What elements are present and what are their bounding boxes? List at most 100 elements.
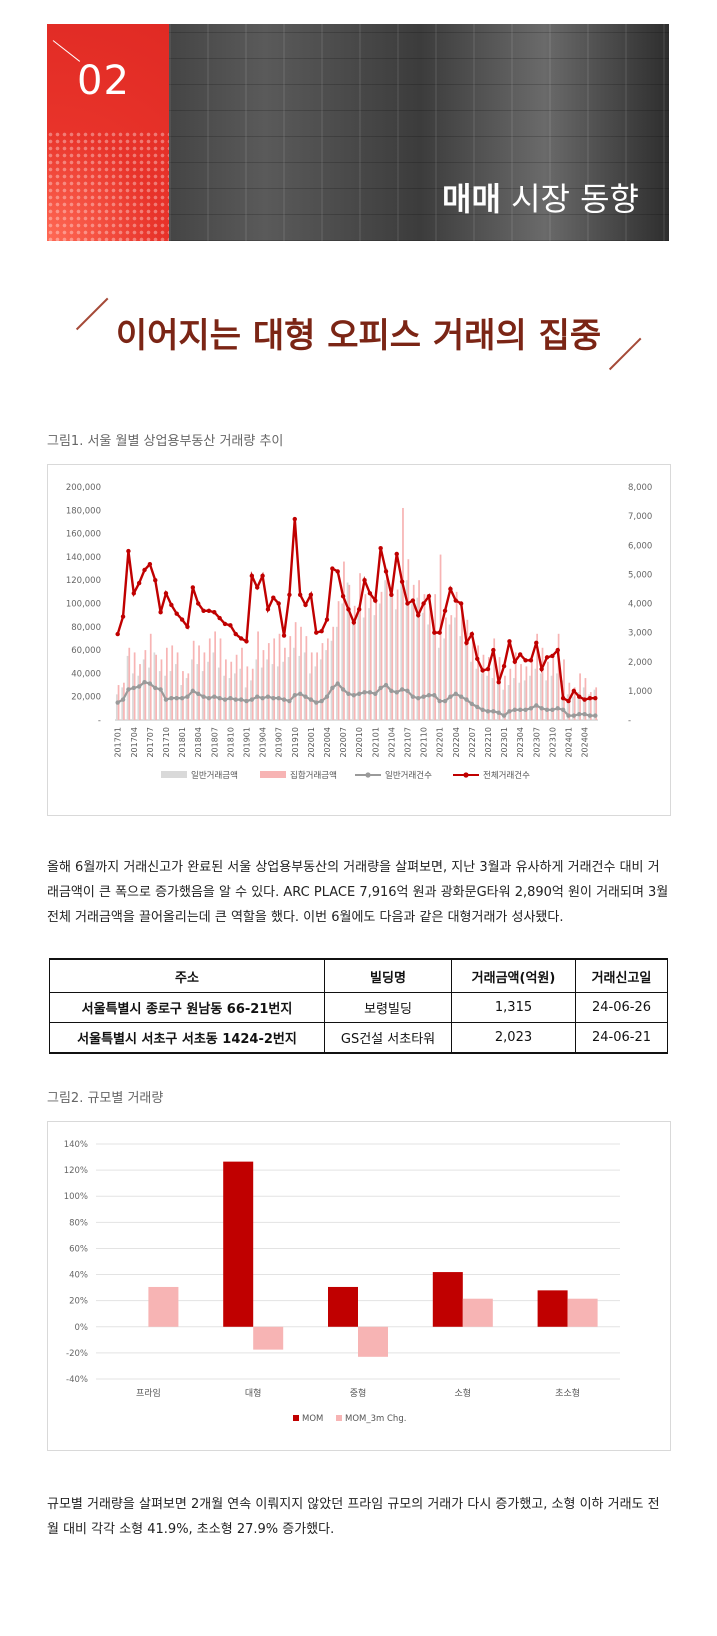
bar-collective-amount bbox=[530, 659, 533, 720]
point-general-count bbox=[544, 707, 550, 713]
x-tick-label: 201707 bbox=[146, 727, 155, 758]
bar-collective-amount bbox=[514, 652, 517, 720]
bar-general-amount bbox=[464, 645, 467, 720]
bar-collective-amount bbox=[557, 633, 560, 720]
point-general-count bbox=[190, 688, 196, 694]
point-total-count bbox=[485, 666, 491, 672]
bar-general-amount bbox=[518, 682, 521, 720]
point-total-count bbox=[335, 569, 340, 574]
point-general-count bbox=[416, 695, 421, 701]
bar-collective-amount bbox=[203, 652, 206, 720]
bar-collective-amount bbox=[359, 573, 361, 720]
point-general-count bbox=[528, 706, 534, 711]
point-total-count bbox=[346, 607, 351, 612]
paragraph-transactions: 올해 6월까지 거래신고가 완료된 서울 상업용부동산의 거래량을 살펴보면, … bbox=[47, 860, 669, 925]
bar-collective-amount bbox=[407, 559, 410, 720]
y-tick-label: 80% bbox=[69, 1218, 88, 1228]
legend-marker bbox=[463, 772, 469, 778]
point-total-count bbox=[158, 610, 163, 615]
point-total-count bbox=[260, 573, 265, 579]
point-general-count bbox=[566, 713, 571, 718]
point-total-count bbox=[131, 591, 136, 596]
point-general-count bbox=[201, 694, 206, 699]
point-total-count bbox=[265, 607, 271, 612]
point-general-count bbox=[512, 707, 518, 713]
col-header-address: 주소 bbox=[49, 958, 325, 993]
x-tick-label: 201807 bbox=[210, 727, 219, 758]
point-total-count bbox=[496, 679, 501, 685]
x-tick-label: 202104 bbox=[387, 727, 396, 758]
bar-collective-amount bbox=[230, 661, 233, 720]
point-general-count bbox=[142, 679, 147, 685]
bar-general-amount bbox=[534, 668, 537, 720]
bar-general-amount bbox=[454, 617, 456, 720]
bar-general-amount bbox=[443, 638, 446, 720]
bar-general-amount bbox=[255, 659, 258, 720]
point-total-count bbox=[566, 698, 571, 704]
bar-collective-amount bbox=[241, 647, 243, 720]
point-total-count bbox=[228, 623, 233, 628]
x-tick-label: 201810 bbox=[226, 727, 235, 758]
bar-collective-amount bbox=[520, 664, 522, 720]
bar-general-amount bbox=[395, 609, 397, 720]
y-left-tick-label: 60,000 bbox=[71, 646, 101, 656]
bar-collective-amount bbox=[144, 650, 147, 720]
point-general-count bbox=[217, 695, 222, 701]
point-general-count bbox=[560, 707, 566, 713]
bar-general-amount bbox=[207, 661, 209, 720]
point-total-count bbox=[255, 585, 260, 590]
point-total-count bbox=[212, 610, 217, 615]
point-total-count bbox=[330, 566, 335, 571]
bar-general-amount bbox=[303, 652, 306, 720]
bar-general-amount bbox=[480, 673, 483, 720]
bar-general-amount bbox=[588, 694, 590, 720]
bar-general-amount bbox=[437, 647, 440, 720]
bar-general-amount bbox=[352, 619, 354, 720]
col-header-building: 빌딩명 bbox=[324, 958, 452, 993]
bar-collective-amount bbox=[471, 638, 474, 720]
bar-collective-amount bbox=[208, 638, 211, 720]
point-general-count bbox=[389, 688, 394, 694]
y-right-tick-label: 8,000 bbox=[628, 483, 652, 493]
point-total-count bbox=[394, 551, 399, 557]
bar-general-amount bbox=[234, 673, 236, 720]
x-tick-label: 201804 bbox=[194, 727, 203, 758]
point-general-count bbox=[485, 709, 491, 714]
point-total-count bbox=[448, 586, 453, 592]
point-total-count bbox=[314, 630, 319, 635]
point-total-count bbox=[475, 656, 480, 662]
point-general-count bbox=[501, 713, 507, 718]
point-total-count bbox=[190, 585, 196, 590]
bar-general-amount bbox=[244, 687, 247, 720]
bar-general-amount bbox=[507, 685, 510, 720]
bar-collective-amount bbox=[310, 652, 313, 720]
point-total-count bbox=[517, 652, 523, 657]
bar-mom-3m bbox=[358, 1326, 388, 1357]
bar-mom-3m bbox=[567, 1298, 598, 1327]
x-tick-label: 소형 bbox=[455, 1388, 472, 1399]
bar-general-amount bbox=[239, 668, 242, 720]
bar-collective-amount bbox=[423, 594, 426, 720]
figure1-chart-box: - 20,000 40,000 60,000 80,000 100,000 120,000 1… bbox=[47, 464, 671, 816]
bar-general-amount bbox=[502, 689, 505, 720]
banner-slash-line bbox=[52, 40, 81, 62]
x-tick-label: 201910 bbox=[291, 727, 300, 758]
table-row: 서울특별시 서초구 서초동 1424-2번지 GS건설 서초타워 2,023 2… bbox=[49, 1022, 668, 1054]
y-left-tick-label: 140,000 bbox=[66, 553, 101, 563]
x-tick-label: 202004 bbox=[323, 727, 332, 758]
bar-collective-amount bbox=[375, 594, 378, 720]
point-general-count bbox=[383, 682, 389, 688]
y-tick-label: 60% bbox=[69, 1244, 88, 1254]
point-general-count bbox=[233, 697, 238, 702]
point-total-count bbox=[367, 591, 373, 596]
point-general-count bbox=[523, 707, 528, 713]
bar-general-amount bbox=[276, 666, 279, 720]
bar-general-amount bbox=[298, 655, 301, 720]
bar-collective-amount bbox=[198, 645, 200, 720]
bar-mom bbox=[328, 1286, 358, 1327]
point-general-count bbox=[517, 707, 523, 713]
line-total-count bbox=[116, 518, 596, 703]
point-general-count bbox=[206, 695, 212, 701]
banner-building-image bbox=[169, 24, 669, 241]
bar-collective-amount bbox=[482, 654, 485, 720]
